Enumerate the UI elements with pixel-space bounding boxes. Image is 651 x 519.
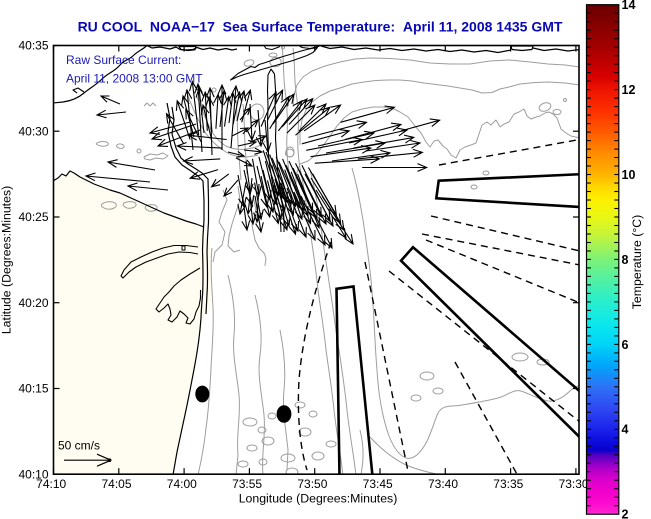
svg-text:74:05: 74:05 [101,477,131,491]
svg-text:73:40: 73:40 [428,477,458,491]
svg-text:73:35: 73:35 [493,477,523,491]
svg-text:April 11, 2008 13:00 GMT: April 11, 2008 13:00 GMT [66,72,203,86]
svg-text:Longitude (Degrees:Minutes): Longitude (Degrees:Minutes) [239,492,398,506]
svg-text:40:10: 40:10 [18,467,48,481]
svg-text:2: 2 [622,508,629,519]
svg-text:4: 4 [622,423,629,437]
svg-text:40:20: 40:20 [18,296,48,310]
svg-text:73:50: 73:50 [297,477,327,491]
svg-text:10: 10 [622,168,636,182]
svg-text:73:55: 73:55 [232,477,262,491]
svg-text:74:10: 74:10 [36,477,66,491]
svg-text:73:30: 73:30 [559,477,589,491]
svg-text:8: 8 [622,253,629,267]
svg-text:Raw Surface Current:: Raw Surface Current: [66,53,181,67]
svg-text:RU COOL NOAA−17 Sea Surface: RU COOL NOAA−17 Sea Surface Temperature:… [78,19,563,35]
svg-text:50 cm/s: 50 cm/s [58,439,100,453]
svg-text:73:45: 73:45 [363,477,393,491]
svg-text:Latitude (Degrees:Minutes): Latitude (Degrees:Minutes) [0,186,14,334]
svg-text:40:25: 40:25 [18,210,48,224]
svg-text:Temperature (°C): Temperature (°C) [630,215,644,309]
svg-text:40:15: 40:15 [18,382,48,396]
svg-text:12: 12 [622,83,636,97]
svg-text:6: 6 [622,338,629,352]
svg-text:40:35: 40:35 [18,39,48,53]
svg-text:40:30: 40:30 [18,124,48,138]
svg-text:74:00: 74:00 [167,477,197,491]
svg-text:14: 14 [622,0,636,12]
